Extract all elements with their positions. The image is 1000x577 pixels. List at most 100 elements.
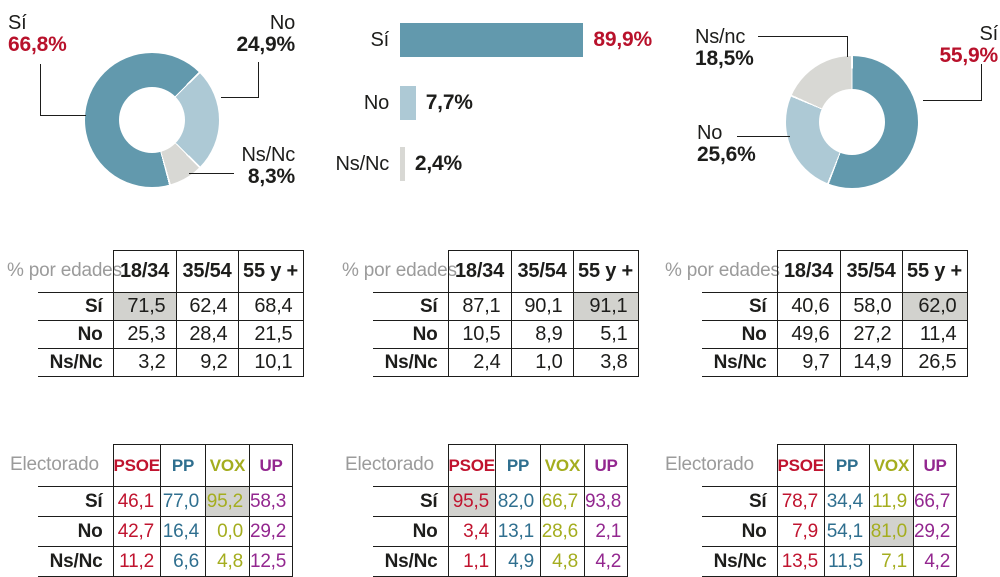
row-label: No [373,320,449,349]
table-cell: 81,0 [868,516,914,547]
col-header-vox: VOX [539,444,585,487]
table-cell: 6,6 [159,546,206,577]
col-header-pp: PP [823,444,870,487]
table-cell: 28,6 [539,516,585,547]
slice-value: 66,8% [8,33,67,56]
table-cell: 77,0 [159,486,206,517]
row-label: Sí [373,292,449,321]
table-corner [373,250,449,293]
bar-value: 2,4% [414,152,462,175]
table-row: Ns/Nc 13,5 11,5 7,1 4,2 [702,546,958,577]
bar-category-label: Ns/Nc [335,152,390,175]
row-label: Ns/Nc [373,348,449,377]
row-label: Sí [38,292,114,321]
row-label: Sí [702,292,778,321]
electorate-table-right: PSOE PP VOX UP Sí 78,7 34,4 11,9 66,7 No… [702,444,958,577]
table-cell: 7,9 [776,516,825,547]
table-cell: 82,0 [494,486,541,517]
bar-si [400,23,584,57]
table-cell: 10,1 [237,348,304,377]
table-row: No 49,6 27,2 11,4 [702,320,968,349]
bar-no [400,86,416,120]
table-cell: 66,7 [539,486,585,517]
table-cell: 91,1 [572,292,639,321]
donut-chart-left [85,53,219,187]
leader-line [40,64,86,116]
col-header-vox: VOX [204,444,250,487]
header-row: 18/34 35/54 55 y + [373,250,639,293]
table-row: No 3,4 13,1 28,6 2,1 [373,516,629,547]
bar-value: 7,7% [425,91,473,114]
table-cell: 11,9 [868,486,914,517]
table-cell: 0,0 [204,516,250,547]
col-header-up: UP [912,444,958,487]
table-cell: 11,4 [901,320,968,349]
table-cell: 12,5 [248,546,294,577]
table-row: Ns/Nc 1,1 4,9 4,8 4,2 [373,546,629,577]
donut-left-label-si: Sí 66,8% [8,12,67,56]
table-cell: 71,5 [112,292,177,321]
electorate-table-left: PSOE PP VOX UP Sí 46,1 77,0 95,2 58,3 No… [38,444,294,577]
row-label: Ns/Nc [702,546,778,577]
table-cell: 29,2 [248,516,294,547]
age-table-right: 18/34 35/54 55 y + Sí 40,6 58,0 62,0 No … [702,250,968,377]
table-corner [702,444,778,487]
slice-label: Sí [8,12,27,34]
slice-label: No [697,122,723,144]
table-row: Sí 46,1 77,0 95,2 58,3 [38,486,294,517]
header-row: PSOE PP VOX UP [38,444,294,487]
col-header-psoe: PSOE [447,444,496,487]
col-header-vox: VOX [868,444,914,487]
row-label: Ns/Nc [38,546,114,577]
table-cell: 9,2 [175,348,239,377]
table-cell: 16,4 [159,516,206,547]
table-cell: 95,2 [204,486,250,517]
table-row: Sí 71,5 62,4 68,4 [38,292,304,321]
table-cell: 2,1 [583,516,629,547]
row-label: Ns/Nc [702,348,778,377]
slice-label: Ns/nc [695,26,746,48]
table-cell: 10,5 [447,320,512,349]
table-cell: 3,4 [447,516,496,547]
col-header: 35/54 [175,250,239,293]
table-cell: 21,5 [237,320,304,349]
table-cell: 42,7 [112,516,161,547]
table-cell: 13,1 [494,516,541,547]
header-row: PSOE PP VOX UP [373,444,629,487]
col-header-pp: PP [494,444,541,487]
row-label: Sí [38,486,114,517]
row-label: No [38,516,114,547]
header-row: PSOE PP VOX UP [702,444,958,487]
col-header: 18/34 [112,250,177,293]
table-corner [38,444,114,487]
bar-category-label: No [363,91,389,114]
slice-value: 18,5% [695,47,754,70]
leader-line [758,36,848,57]
col-header: 18/34 [447,250,512,293]
bar-row-nsnc: Ns/Nc 2,4% [330,147,462,181]
donut-right-label-si: Sí 55,9% [930,23,998,67]
slice-label: Sí [979,23,999,45]
bar-category-label: Sí [370,28,390,51]
table-cell: 4,2 [912,546,958,577]
bar-row-no: No 7,7% [330,86,473,120]
row-label: No [373,516,449,547]
donut-right-label-no: No 25,6% [697,122,756,166]
slice-value: 25,6% [697,143,756,166]
table-cell: 14,9 [839,348,903,377]
table-row: Ns/Nc 2,4 1,0 3,8 [373,348,639,377]
table-cell: 2,4 [447,348,512,377]
row-label: Sí [702,486,778,517]
table-cell: 8,9 [510,320,574,349]
table-row: Ns/Nc 3,2 9,2 10,1 [38,348,304,377]
age-table-left: 18/34 35/54 55 y + Sí 71,5 62,4 68,4 No … [38,250,304,377]
table-cell: 29,2 [912,516,958,547]
table-cell: 7,1 [868,546,914,577]
table-cell: 5,1 [572,320,639,349]
table-cell: 62,0 [901,292,968,321]
table-cell: 68,4 [237,292,304,321]
col-header: 55 y + [572,250,639,293]
donut-hole [819,89,885,155]
slice-value: 55,9% [939,44,998,67]
col-header-up: UP [583,444,629,487]
